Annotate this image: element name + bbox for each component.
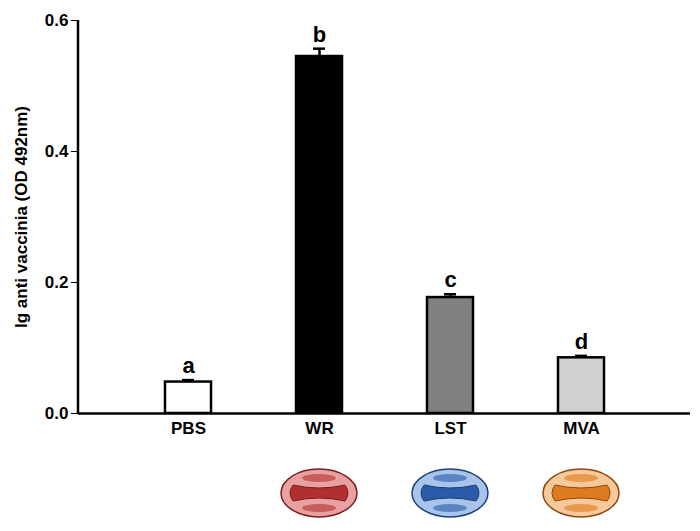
svg-text:0.4: 0.4: [45, 142, 69, 161]
svg-text:a: a: [182, 353, 195, 378]
svg-text:LST: LST: [434, 419, 467, 438]
svg-text:0.0: 0.0: [45, 404, 69, 423]
svg-text:PBS: PBS: [171, 419, 206, 438]
svg-text:c: c: [444, 267, 456, 292]
svg-text:WR: WR: [305, 419, 333, 438]
svg-text:MVA: MVA: [563, 419, 600, 438]
svg-text:b: b: [313, 22, 326, 47]
svg-text:d: d: [575, 329, 588, 354]
svg-text:0.2: 0.2: [45, 273, 69, 292]
svg-text:Ig anti vaccinia (OD 492nm): Ig anti vaccinia (OD 492nm): [12, 106, 31, 328]
svg-text:0.6: 0.6: [45, 11, 69, 30]
